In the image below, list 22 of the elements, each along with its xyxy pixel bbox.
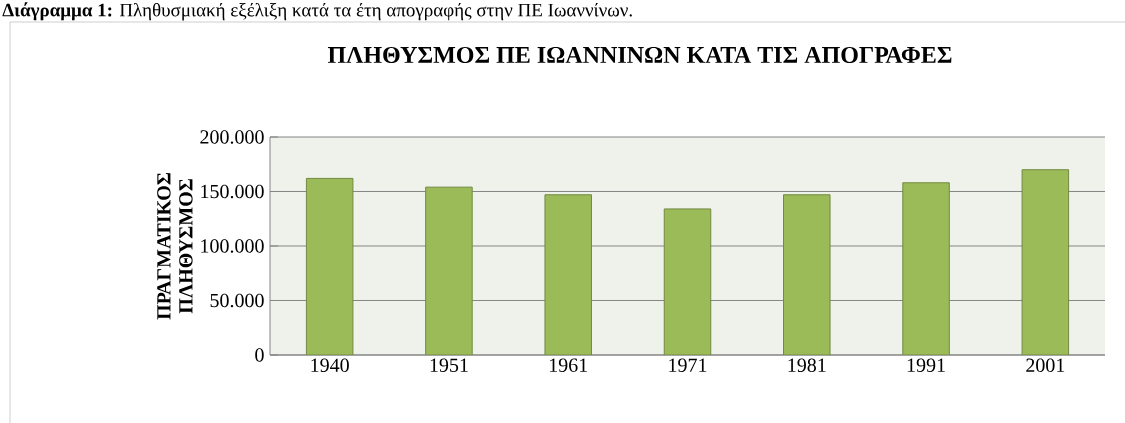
chart-title: ΠΛΗΘΥΣΜΟΣ ΠΕ ΙΩΑΝΝΙΝΩΝ ΚΑΤΑ ΤΙΣ ΑΠΟΓΡΑΦΕΣ [327,46,952,64]
x-tick-label: 1961 [549,358,588,372]
bar [663,208,712,355]
bar [425,186,473,355]
bar [544,194,592,355]
x-tick-label: 1940 [311,358,349,373]
bar [305,177,354,355]
bar [1021,169,1070,355]
y-tick-label: 150.000 [201,184,264,199]
y-tick-label: 200.000 [200,130,264,144]
x-tick-label: 1951 [430,358,468,372]
x-tick-label: 1981 [788,358,826,373]
y-axis-title: ΠΡΑΓΜΑΤΙΚΟΣ ΠΛΗΘΥΣΜΟΣ [157,173,193,320]
x-tick-label: 2001 [1026,358,1065,373]
y-tick-label: 50.000 [210,293,264,308]
y-tick-label: 0 [255,348,264,362]
text: Διάγραμμα 1: Πληθυσμιακή εξέλιξη κατά τα έτη απογραφής στην ΠΕ Ιωαννίνων. [2,2,632,21]
bar [902,182,950,355]
bar [783,194,831,355]
x-tick-label: 1971 [669,358,707,372]
x-tick-label: 1991 [907,358,945,372]
y-tick-label: 100.000 [201,239,264,253]
